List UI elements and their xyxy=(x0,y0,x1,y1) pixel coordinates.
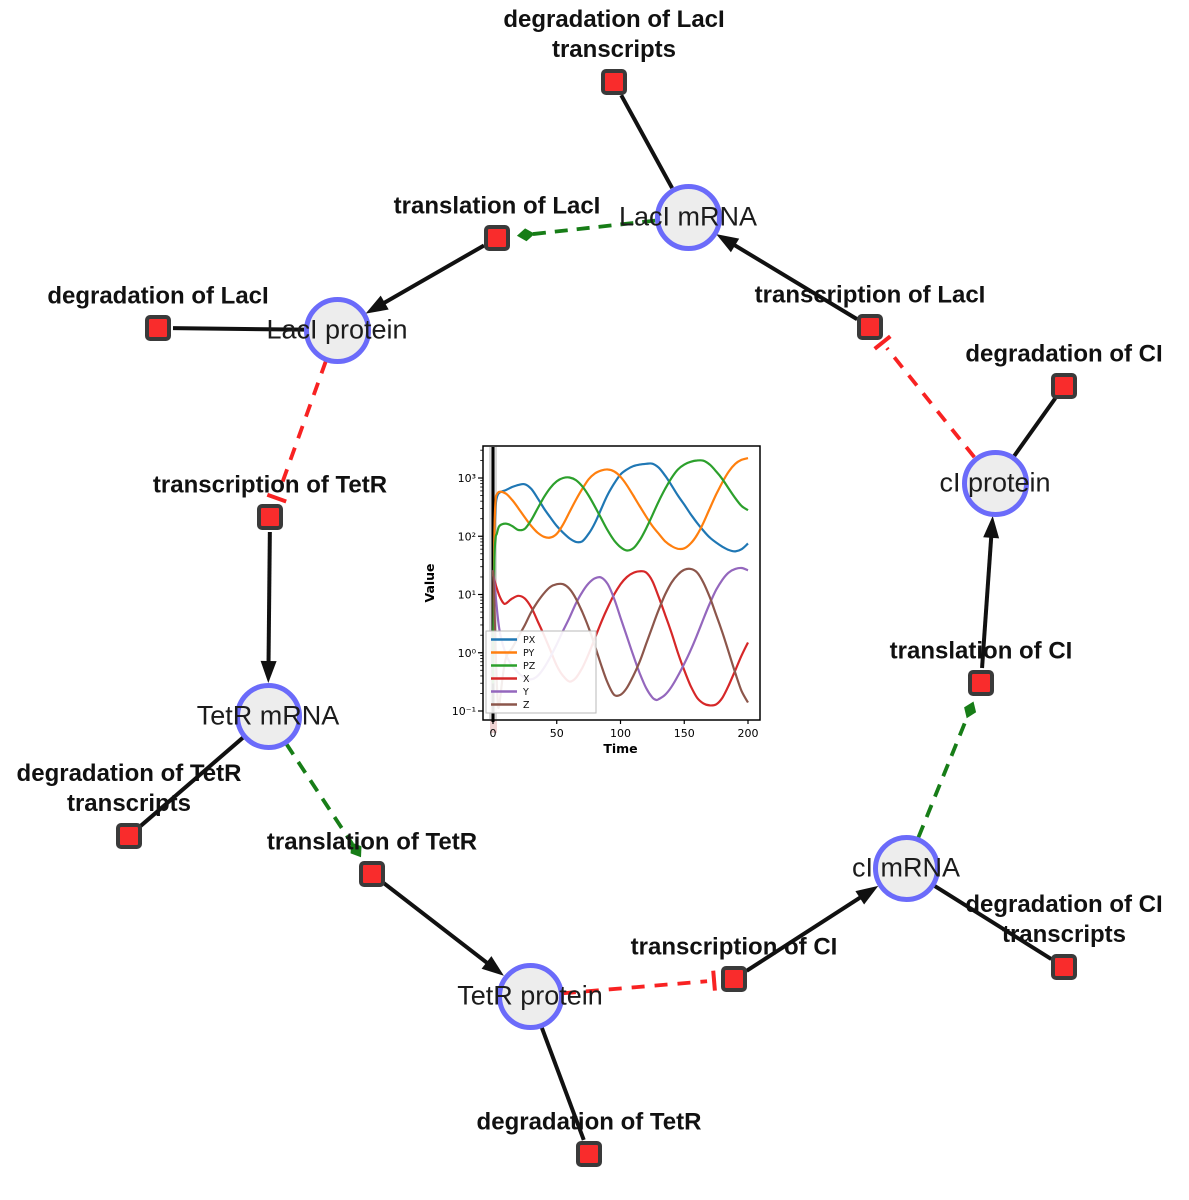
reaction-node-transcription-ci[interactable] xyxy=(721,966,747,992)
edge-translation-tetr-tetr-protein xyxy=(382,881,504,976)
reaction-node-transcription-laci[interactable] xyxy=(857,314,883,340)
series-line-PY xyxy=(491,457,749,684)
reaction-label-line: transcripts xyxy=(551,36,677,64)
species-label-ci-mrna: cI mRNA xyxy=(852,852,960,883)
edge-ci-mrna-translation-ci xyxy=(916,701,977,839)
reaction-label-transcription-tetr: transcription of TetR xyxy=(153,471,387,501)
reaction-label-line: degradation of CI xyxy=(965,891,1163,919)
legend-label-PY: PY xyxy=(523,648,535,659)
legend-label-PZ: PZ xyxy=(523,661,536,672)
reaction-node-deg-tetr[interactable] xyxy=(576,1141,602,1167)
species-label-laci-protein: LacI protein xyxy=(266,314,408,345)
edge-tetr-mrna-deg-tetr-transcripts xyxy=(139,736,245,828)
species-node-laci-protein[interactable] xyxy=(303,296,371,364)
edge-tetr-protein-deg-tetr xyxy=(539,1026,586,1141)
reaction-label-deg-laci: degradation of LacI xyxy=(47,282,268,312)
reaction-node-deg-ci[interactable] xyxy=(1051,373,1077,399)
reaction-label-line: degradation of CI xyxy=(965,340,1163,368)
edge-tetr-mrna-translation-tetr xyxy=(284,742,362,858)
reaction-label-transcription-laci: transcription of LacI xyxy=(755,281,986,311)
reaction-node-deg-ci-transcripts[interactable] xyxy=(1051,954,1077,980)
reaction-node-translation-ci[interactable] xyxy=(968,670,994,696)
species-label-tetr-protein: TetR protein xyxy=(457,980,603,1011)
reaction-label-deg-laci-transcripts: degradation of LacI transcripts xyxy=(503,5,724,66)
legend: PX PY PZ XYZ xyxy=(485,630,597,714)
legend-label-X: X xyxy=(523,674,530,685)
reaction-label-line: translation of CI xyxy=(889,637,1073,665)
y-tick-label: 10⁻¹ xyxy=(452,705,476,718)
legend-label-PX: PX xyxy=(523,635,536,646)
x-tick-label: 50 xyxy=(550,727,564,740)
reaction-label-translation-tetr: translation of TetR xyxy=(267,828,477,858)
reaction-label-line: degradation of LacI xyxy=(47,282,269,310)
species-node-tetr-mrna[interactable] xyxy=(234,682,302,750)
reaction-label-deg-tetr-transcripts: degradation of TetR transcripts xyxy=(17,759,242,820)
x-tick-label: 100 xyxy=(610,727,631,740)
species-node-tetr-protein[interactable] xyxy=(496,962,564,1030)
series-line-PZ xyxy=(491,459,749,684)
edge-transcription-tetr-tetr-mrna xyxy=(260,531,277,683)
edge-ci-protein-transcription-laci xyxy=(873,334,976,459)
inset-chart: 10³ 10² 10¹ 10⁰ 10⁻¹ 0 50 100 150 200 Time Value PX P… xyxy=(420,430,780,780)
reaction-label-line: degradation of TetR xyxy=(16,760,242,788)
edge-transcription-laci-laci-mrna xyxy=(716,234,859,321)
y-tick-label: 10² xyxy=(458,530,476,543)
series-line-X xyxy=(491,570,749,707)
edge-ci-mrna-deg-ci-transcripts xyxy=(932,883,1053,961)
legend-label-Z: Z xyxy=(523,700,530,711)
reaction-label-line: transcription of LacI xyxy=(754,281,986,309)
reaction-label-translation-ci: translation of CI xyxy=(890,637,1073,667)
reaction-label-translation-laci: translation of LacI xyxy=(394,192,601,222)
legend-label-Y: Y xyxy=(522,687,529,698)
reaction-node-deg-laci-transcripts[interactable] xyxy=(601,69,627,95)
species-label-laci-mrna: LacI mRNA xyxy=(618,201,758,232)
reaction-node-transcription-tetr[interactable] xyxy=(257,504,283,530)
edge-laci-protein-deg-laci xyxy=(172,326,305,332)
edge-laci-protein-transcription-tetr xyxy=(266,360,328,504)
reaction-label-deg-ci: degradation of CI xyxy=(965,340,1162,370)
reaction-label-line: translation of TetR xyxy=(266,828,478,856)
species-node-ci-mrna[interactable] xyxy=(872,834,940,902)
reaction-label-line: degradation of LacI xyxy=(503,6,725,34)
reaction-node-translation-tetr[interactable] xyxy=(359,861,385,887)
series-line-PX xyxy=(491,462,749,684)
x-tick-label: 0 xyxy=(490,727,497,740)
reaction-label-deg-tetr: degradation of TetR xyxy=(477,1108,702,1138)
edge-translation-laci-laci-protein xyxy=(365,243,485,314)
y-tick-label: 10¹ xyxy=(458,589,476,602)
reaction-label-line: transcription of CI xyxy=(630,933,838,961)
reaction-label-line: transcripts xyxy=(1001,921,1127,949)
y-tick-label: 10³ xyxy=(458,472,476,485)
reaction-label-line: degradation of TetR xyxy=(476,1108,702,1136)
edge-laci-mrna-translation-laci xyxy=(516,218,656,242)
species-node-ci-protein[interactable] xyxy=(961,449,1029,517)
reaction-label-transcription-ci: transcription of CI xyxy=(631,933,838,963)
y-tick-label: 10⁰ xyxy=(458,647,477,660)
species-node-laci-mrna[interactable] xyxy=(654,183,722,251)
species-label-tetr-mrna: TetR mRNA xyxy=(196,700,340,731)
reaction-label-line: transcripts xyxy=(66,790,192,818)
x-tick-label: 200 xyxy=(738,727,759,740)
reaction-label-deg-ci-transcripts: degradation of CI transcripts xyxy=(965,890,1162,951)
edge-transcription-ci-ci-mrna xyxy=(745,885,879,973)
plot-area xyxy=(482,445,761,721)
reaction-node-deg-tetr-transcripts[interactable] xyxy=(116,823,142,849)
edge-translation-ci-ci-protein xyxy=(980,515,1000,669)
reaction-label-line: transcription of TetR xyxy=(152,471,388,499)
species-label-ci-protein: cI protein xyxy=(939,467,1051,498)
x-axis-label: Time xyxy=(603,741,637,756)
x-tick-label: 150 xyxy=(674,727,695,740)
edge-tetr-protein-transcription-ci xyxy=(562,970,717,996)
startup-band-tail xyxy=(490,720,497,733)
reaction-node-deg-laci[interactable] xyxy=(145,315,171,341)
edge-laci-mrna-deg-laci-transcripts xyxy=(619,94,674,190)
reaction-node-translation-laci[interactable] xyxy=(484,225,510,251)
y-axis-label: Value xyxy=(422,563,437,602)
reaction-label-line: translation of LacI xyxy=(393,192,601,220)
edge-ci-protein-deg-ci xyxy=(1012,397,1057,458)
